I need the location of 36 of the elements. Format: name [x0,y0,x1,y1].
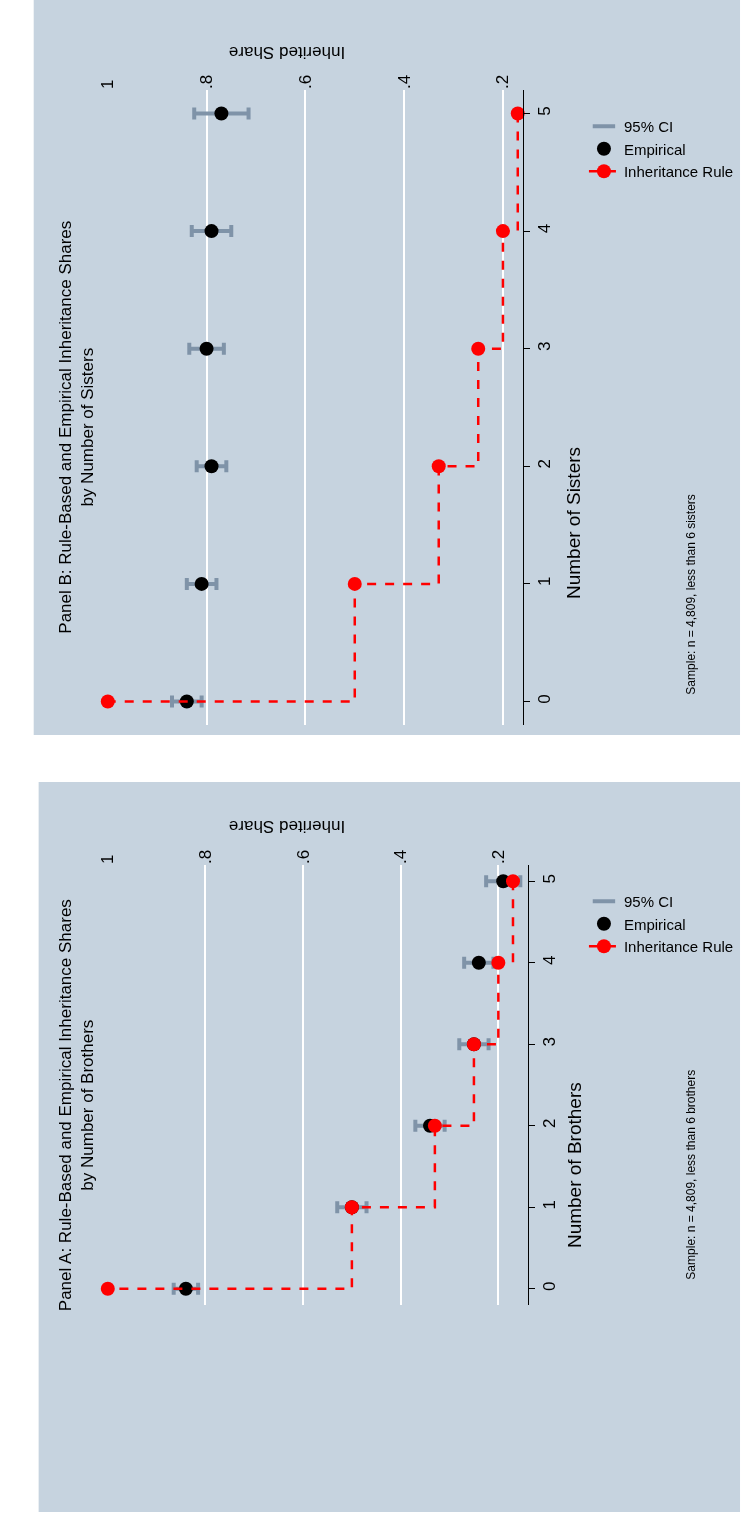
legend-label: Empirical [623,915,686,933]
y-tick-label: 2 [540,1118,560,1128]
x-tick-label: .6 [295,74,315,89]
x-tick-label: .2 [488,849,508,864]
x-tick-label: .2 [493,74,513,89]
x-axis-title: Inherited Share [228,817,346,836]
y-axis-title: Number of Sisters [563,446,585,600]
text: Sample: n = 4,809, less than 6 sisters [683,494,698,695]
y-tick-label: 2 [535,459,555,469]
x-tick-label: 1 [98,79,118,89]
y-tick-label: 1 [535,576,555,587]
x-tick-label: .6 [293,849,313,864]
x-tick-label: 1 [98,854,118,864]
y-axis-title: Number of Brothers [564,1082,586,1249]
legend-label: Inheritance Rule [623,938,734,956]
x-tick-label: .4 [391,849,411,864]
x-axis-title: Inherited Share [228,43,346,62]
legend-label: Inheritance Rule [623,163,734,181]
x-tick-label: .8 [197,74,217,89]
legend-label: Empirical [623,140,686,158]
text: Panel A: Rule-Based and Empirical Inheritance Shares by Number of Brothers [56,899,98,1312]
y-tick-label: 5 [540,874,560,884]
y-tick-label: 4 [540,955,560,965]
y-tick-label: 3 [540,1036,560,1047]
text: Panel B: Rule-Based and Empirical Inheritance Shares by Number of Sisters [55,220,97,634]
text: 95% CI [623,118,674,136]
y-tick-label: 4 [535,223,555,234]
y-tick-label: 3 [535,341,555,351]
text: 95% CI [623,893,674,911]
y-tick-label: 5 [535,106,555,116]
y-tick-label: 1 [540,1199,560,1210]
x-tick-label: .8 [195,849,215,864]
y-tick-label: 0 [540,1281,560,1291]
text: Sample: n = 4,809, less than 6 brothers [683,1069,698,1280]
y-tick-label: 0 [535,694,555,704]
x-tick-label: .4 [394,74,414,89]
